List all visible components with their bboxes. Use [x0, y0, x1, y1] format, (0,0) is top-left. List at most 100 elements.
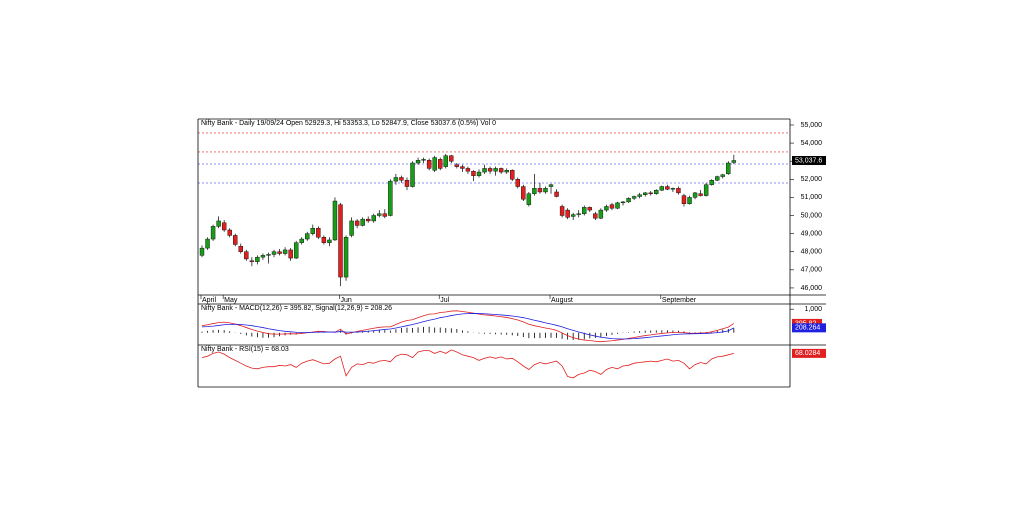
candle-body	[277, 251, 282, 254]
candle-body	[548, 184, 554, 187]
candle-body	[338, 204, 343, 278]
candle-body	[388, 180, 393, 216]
candle-body	[299, 238, 304, 243]
y-tick-label: 1,000	[804, 306, 822, 313]
last-price-tag	[792, 156, 826, 166]
candle-body	[559, 206, 565, 216]
candle-body	[532, 188, 537, 194]
candle-body	[410, 162, 415, 187]
candle-body	[609, 204, 615, 209]
candle-body	[266, 254, 271, 256]
y-tick-label: 54,000	[801, 140, 823, 147]
series-line	[201, 310, 735, 343]
candle-body	[498, 168, 504, 173]
candle-body	[244, 251, 249, 260]
candle-body	[460, 166, 465, 169]
y-tick-label: 49,000	[801, 230, 823, 237]
candle-body	[665, 186, 670, 190]
candle-body	[709, 180, 714, 185]
candle-body	[703, 184, 709, 196]
candle-body	[631, 196, 637, 199]
value-tag-label: 208.264	[795, 325, 820, 332]
candle-body	[565, 209, 570, 218]
candle-body	[321, 237, 327, 243]
candle-body	[382, 213, 388, 217]
candle-body	[493, 168, 498, 172]
candle-body	[354, 220, 360, 226]
x-tick-label: Jul	[440, 297, 449, 304]
candle-body	[454, 164, 460, 167]
candle-body	[515, 179, 520, 187]
macd-title: Nifty Bank - MACD(12,26) = 395.82, Signa…	[201, 305, 392, 312]
candle-body	[421, 159, 426, 161]
value-tag-label: 68.0284	[795, 350, 820, 357]
candle-body	[271, 251, 277, 255]
y-tick-label: 51,000	[801, 194, 823, 201]
candle-body	[221, 222, 227, 231]
candle-body	[227, 229, 232, 236]
candle-body	[692, 192, 698, 198]
candle-body	[471, 170, 476, 176]
candle-body	[438, 159, 443, 169]
candle-body	[327, 239, 332, 243]
candle-body	[681, 195, 687, 204]
candle-body	[233, 235, 238, 245]
y-tick-label: 55,000	[801, 122, 823, 129]
candle-body	[249, 260, 255, 262]
candle-body	[504, 170, 509, 173]
x-tick-label: September	[662, 297, 697, 304]
candle-body	[482, 168, 487, 173]
candle-body	[487, 168, 493, 172]
candle-body	[615, 202, 620, 209]
candle-body	[432, 157, 437, 171]
candle-body	[399, 177, 404, 181]
candle-body	[199, 247, 205, 256]
candle-body	[349, 220, 354, 236]
candle-body	[288, 249, 293, 259]
candle-body	[626, 198, 631, 203]
candle-body	[293, 242, 299, 259]
candle-body	[238, 246, 243, 252]
candle-body	[521, 186, 526, 200]
candle-body	[310, 227, 315, 234]
candle-body	[726, 162, 731, 175]
y-tick-label: 50,000	[801, 212, 823, 219]
candle-body	[620, 201, 626, 204]
candle-body	[576, 213, 581, 215]
x-tick-label: Jun	[341, 297, 352, 304]
candle-body	[526, 193, 532, 205]
candle-body	[687, 197, 692, 204]
candle-body	[360, 218, 365, 226]
candle-body	[715, 176, 720, 181]
rsi-title: Nifty Bank - RSI(15) = 68.03	[201, 346, 289, 353]
candle-body	[676, 188, 681, 194]
candle-body	[670, 188, 676, 190]
candle-body	[316, 227, 321, 238]
y-tick-label: 47,000	[801, 267, 823, 274]
candle-body	[537, 188, 543, 193]
candle-body	[720, 174, 725, 177]
value-tag	[792, 323, 826, 333]
candle-body	[332, 200, 338, 241]
x-tick-label: August	[551, 297, 573, 304]
y-tick-label: 48,000	[801, 249, 823, 256]
candle-body	[465, 168, 471, 172]
candle-body	[593, 213, 598, 219]
candle-body	[510, 170, 515, 180]
series-line	[201, 349, 734, 379]
candle-body	[643, 192, 648, 195]
candle-body	[282, 249, 288, 254]
candle-body	[659, 186, 665, 191]
last-price-label: 53,037.6	[795, 157, 822, 164]
x-tick-label: May	[224, 297, 238, 304]
candle-body	[598, 209, 604, 219]
y-tick-label: 46,000	[801, 285, 823, 292]
candle-body	[582, 207, 587, 214]
candle-body	[366, 218, 371, 222]
candle-body	[205, 238, 210, 249]
candle-body	[637, 194, 642, 197]
candle-body	[343, 237, 349, 278]
